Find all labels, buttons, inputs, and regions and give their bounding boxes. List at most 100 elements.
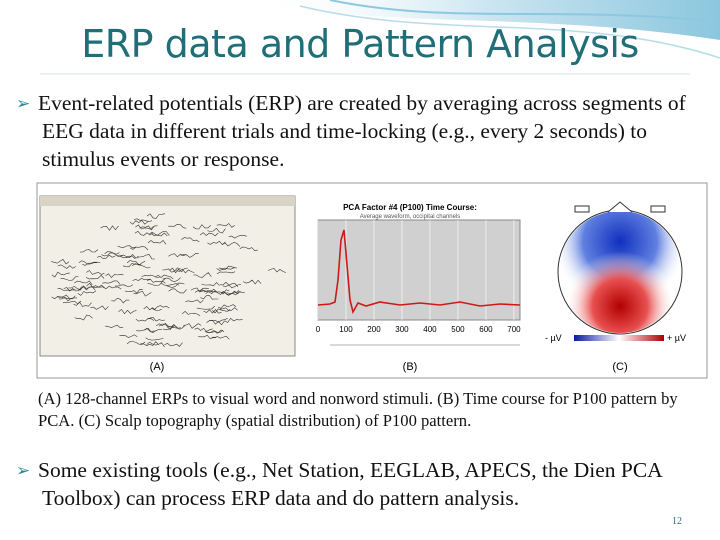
erp-trace xyxy=(242,279,262,285)
bullet-icon: ➢ xyxy=(16,94,31,114)
erp-trace xyxy=(194,327,213,332)
erp-trace xyxy=(84,286,104,289)
erp-trace xyxy=(57,294,76,300)
erp-trace xyxy=(206,320,225,326)
panel-label: (B) xyxy=(403,361,418,373)
erp-trace xyxy=(218,267,237,270)
erp-trace xyxy=(162,267,181,273)
erp-trace xyxy=(79,249,99,253)
erp-trace xyxy=(73,301,92,307)
erp-trace xyxy=(164,342,183,347)
erp-trace xyxy=(149,231,168,237)
erp-trace xyxy=(126,260,146,266)
erp-trace xyxy=(181,311,201,317)
erp-trace xyxy=(222,284,241,289)
scale-label: - µV xyxy=(545,333,562,343)
erp-trace xyxy=(205,290,224,295)
erp-trace xyxy=(120,254,139,259)
erp-trace xyxy=(181,237,200,243)
erp-trace xyxy=(77,290,96,296)
x-axis: 0 100 200 300 400 500 600 700 xyxy=(316,325,521,334)
erp-trace xyxy=(168,288,187,294)
x-tick-label: 100 xyxy=(339,325,353,334)
erp-trace xyxy=(169,267,188,274)
x-tick-label: 600 xyxy=(479,325,493,334)
erp-trace xyxy=(63,286,82,292)
color-bar xyxy=(574,335,664,341)
erp-trace xyxy=(102,280,121,285)
erp-trace xyxy=(117,254,136,260)
erp-trace xyxy=(111,297,130,304)
erp-trace xyxy=(216,271,236,275)
erp-trace xyxy=(154,274,174,280)
erp-trace xyxy=(168,253,187,258)
erp-trace xyxy=(51,296,70,300)
x-tick-label: 0 xyxy=(316,325,321,334)
erp-trace xyxy=(57,264,76,269)
bullet: ➢ Some existing tools (e.g., Net Station,… xyxy=(16,456,720,512)
erp-trace xyxy=(267,267,287,273)
panel-label: (C) xyxy=(612,361,627,373)
erp-trace xyxy=(176,268,195,274)
erp-trace xyxy=(136,254,156,260)
erp-trace xyxy=(118,309,137,315)
erp-trace xyxy=(146,213,166,219)
header-wave xyxy=(250,0,720,40)
erp-trace xyxy=(105,273,124,279)
erp-trace xyxy=(86,282,105,289)
erp-trace xyxy=(168,223,187,229)
erp-trace xyxy=(239,246,258,252)
erp-trace xyxy=(217,304,237,309)
erp-trace xyxy=(180,252,199,258)
erp-trace xyxy=(141,274,160,278)
erp-trace xyxy=(160,282,180,286)
figure-caption: (A) 128-channel ERPs to visual word and … xyxy=(38,389,678,430)
erp-trace xyxy=(226,291,245,296)
erp-trace xyxy=(82,261,101,266)
panel-label: (A) xyxy=(150,361,165,373)
erp-trace xyxy=(216,265,235,271)
erp-trace xyxy=(119,334,138,338)
erp-trace xyxy=(194,290,214,293)
erp-trace xyxy=(105,324,124,329)
erp-trace xyxy=(207,227,226,234)
erp-trace xyxy=(145,337,164,341)
erp-trace xyxy=(135,318,155,322)
erp-traces xyxy=(50,213,287,348)
erp-trace xyxy=(57,288,76,291)
erp-trace xyxy=(133,218,153,222)
erp-trace xyxy=(143,306,162,311)
erp-trace xyxy=(224,317,243,323)
erp-trace xyxy=(103,285,122,290)
erp-trace xyxy=(158,323,178,328)
erp-trace xyxy=(58,296,77,302)
erp-trace xyxy=(132,278,151,281)
erp-trace xyxy=(78,260,97,265)
erp-trace xyxy=(183,323,202,329)
erp-trace xyxy=(228,235,247,239)
erp-trace xyxy=(200,232,219,237)
erp-trace xyxy=(143,327,162,333)
erp-trace xyxy=(68,285,87,291)
erp-trace xyxy=(203,309,222,314)
erp-trace xyxy=(162,277,181,282)
erp-trace xyxy=(166,282,185,288)
erp-trace xyxy=(90,305,109,311)
erp-trace xyxy=(114,284,134,287)
erp-trace xyxy=(146,341,165,348)
x-tick-label: 700 xyxy=(507,325,521,334)
erp-trace xyxy=(126,341,146,345)
erp-trace xyxy=(136,328,155,333)
erp-trace xyxy=(147,278,166,283)
erp-trace xyxy=(101,252,120,257)
erp-trace xyxy=(216,223,235,228)
erp-trace xyxy=(167,324,186,331)
erp-trace xyxy=(133,290,152,297)
erp-trace xyxy=(104,251,123,257)
erp-trace xyxy=(132,263,151,269)
erp-trace xyxy=(129,219,148,225)
erp-trace xyxy=(51,271,70,278)
page-number: 12 xyxy=(672,516,682,527)
erp-trace xyxy=(212,308,231,314)
